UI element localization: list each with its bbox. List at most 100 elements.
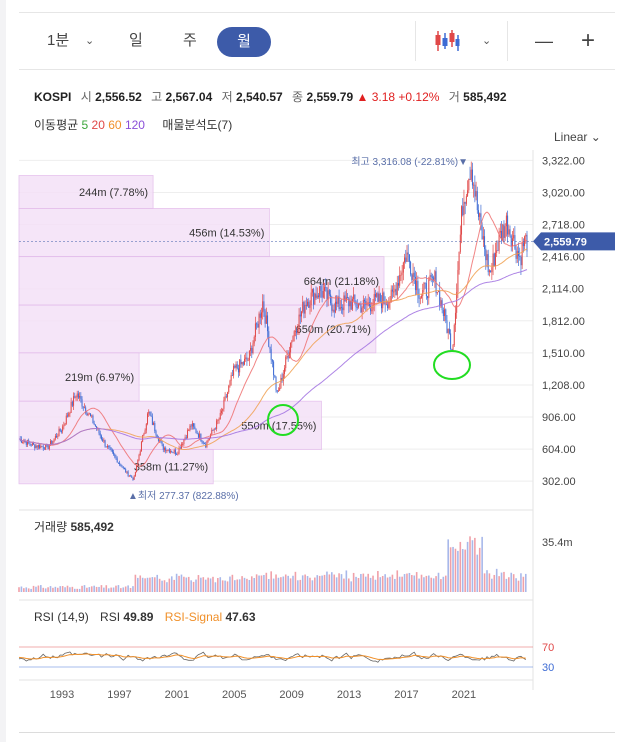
candle-body	[361, 307, 363, 313]
x-tick-label: 2017	[394, 689, 418, 701]
candle-body	[521, 242, 523, 266]
candle-body	[396, 283, 398, 296]
volume-bar	[59, 586, 62, 592]
candlestick-icon[interactable]	[434, 29, 460, 53]
x-tick-label: 2009	[279, 689, 303, 701]
volume-profile-label[interactable]: 매물분석도(7)	[162, 118, 233, 132]
candle-body	[74, 396, 76, 398]
volume-bar	[515, 578, 517, 592]
volume-profile-label: 219m (6.97%)	[65, 372, 134, 384]
candle-body	[467, 190, 469, 197]
candle-body	[265, 315, 267, 324]
candle-body	[481, 225, 483, 240]
candle-body	[229, 380, 231, 386]
volume-bar	[495, 568, 498, 592]
volume-bar	[149, 577, 151, 592]
volume-bar	[447, 539, 449, 592]
candle-body	[462, 206, 464, 216]
timeframe-week[interactable]: 주	[183, 32, 197, 49]
candle-body	[364, 300, 366, 302]
candle-body	[304, 304, 306, 314]
timeframe-month[interactable]: 월	[217, 27, 271, 57]
candle-body	[487, 254, 489, 273]
candle-body	[225, 396, 227, 398]
candle-body	[520, 256, 522, 266]
y-tick-label: 2,718.00	[542, 220, 585, 232]
candle-body	[68, 413, 70, 417]
candle-body	[413, 272, 415, 277]
scale-label: Linear	[554, 130, 588, 144]
candle-body	[513, 235, 515, 239]
volume-bar	[520, 573, 522, 592]
candle-body	[431, 276, 433, 278]
chevron-down-icon[interactable]: ⌄	[482, 35, 492, 47]
candle-body	[114, 454, 116, 457]
scale-selector[interactable]: Linear ⌄	[554, 130, 601, 144]
ma-label[interactable]: 이동평균	[34, 118, 79, 132]
candle-body	[108, 445, 110, 447]
candle-body	[360, 303, 362, 313]
candle-body	[88, 413, 90, 415]
x-tick-label: 1993	[50, 689, 74, 701]
candle-body	[234, 365, 236, 368]
zoom-in-button[interactable]: +	[581, 27, 596, 54]
candle-body	[494, 252, 496, 267]
candle-body	[331, 303, 333, 311]
candle-body	[178, 447, 180, 454]
candle-body	[405, 257, 407, 262]
timeframe-1min[interactable]: 1분	[47, 32, 70, 49]
candle-body	[444, 309, 446, 317]
volume-bar	[466, 541, 469, 592]
candle-body	[50, 440, 52, 446]
candle-body	[155, 431, 157, 435]
volume-bar	[287, 575, 289, 592]
volume-bar	[345, 570, 348, 592]
volume-bar	[474, 537, 476, 592]
volume-bar	[379, 577, 382, 592]
candle-body	[374, 294, 376, 297]
volume-bar	[360, 573, 362, 592]
candle-body	[425, 283, 427, 297]
volume-bar	[427, 575, 430, 592]
candle-body	[150, 415, 152, 417]
volume-bar	[432, 578, 435, 592]
candle-body	[309, 305, 311, 308]
candle-body	[201, 440, 203, 443]
candle-body	[458, 251, 460, 270]
volume-bar	[461, 549, 464, 592]
volume-bar	[88, 587, 91, 592]
volume-bar	[69, 587, 71, 592]
candle-body	[259, 313, 261, 318]
divider	[19, 732, 615, 733]
candle-body	[145, 423, 147, 431]
candle-body	[355, 301, 357, 308]
volume-bar	[141, 577, 144, 592]
volume-bar	[280, 577, 282, 592]
candle-body	[330, 294, 332, 304]
candle-body	[436, 291, 438, 294]
highlight-circle	[433, 350, 471, 380]
candle-body	[499, 230, 501, 233]
volume-bar	[377, 571, 379, 592]
volume-bar	[270, 571, 272, 592]
candle-body	[353, 294, 355, 299]
candle-body	[501, 230, 503, 241]
candle-body	[110, 447, 112, 450]
volume-bar	[156, 574, 159, 592]
candle-body	[196, 433, 198, 435]
left-edge	[0, 0, 6, 742]
timeframe-day[interactable]: 일	[129, 32, 143, 49]
zoom-out-button[interactable]: —	[535, 31, 553, 51]
volume-bar	[389, 576, 391, 592]
candle-body	[246, 357, 248, 361]
volume-bar	[284, 574, 287, 592]
candle-body	[143, 433, 145, 436]
candle-body	[214, 428, 216, 430]
candle-body	[325, 287, 327, 289]
high-value: 2,567.04	[165, 90, 213, 104]
rsi-level-label: 70	[542, 642, 554, 654]
chevron-down-icon[interactable]: ⌄	[85, 35, 95, 47]
candle-body	[388, 302, 390, 309]
candle-body	[223, 399, 225, 409]
